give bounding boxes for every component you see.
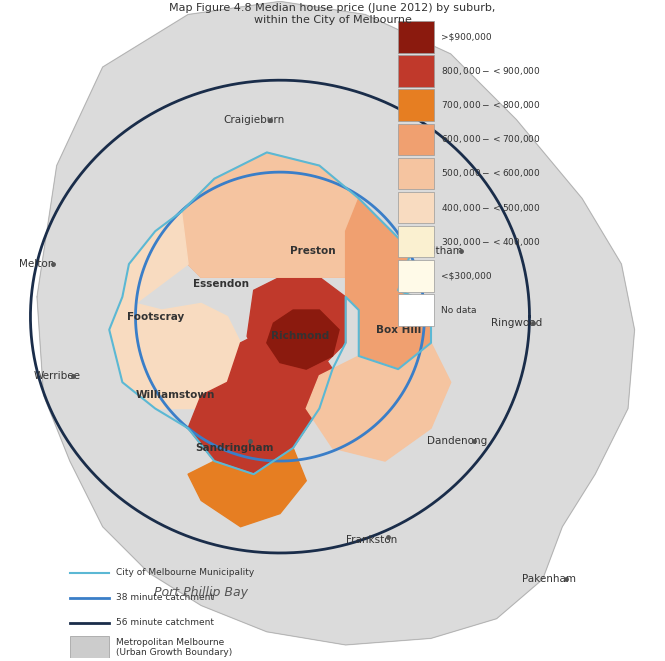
Polygon shape (267, 310, 339, 369)
Text: Frankston: Frankston (346, 535, 398, 545)
Polygon shape (188, 448, 307, 527)
Polygon shape (188, 218, 346, 277)
Polygon shape (358, 290, 431, 369)
FancyBboxPatch shape (398, 56, 434, 87)
Text: Richmond: Richmond (271, 331, 329, 341)
Text: Port Phillip Bay: Port Phillip Bay (154, 586, 248, 599)
Text: Williamstown: Williamstown (135, 391, 215, 401)
Text: Pakenham: Pakenham (522, 574, 576, 584)
Text: Ringwood: Ringwood (491, 318, 542, 328)
Text: Map Figure 4.8 Median house price (June 2012) by suburb,
within the City of Melb: Map Figure 4.8 Median house price (June … (170, 3, 495, 25)
Text: Box Hill: Box Hill (376, 325, 421, 334)
Text: Dandenong: Dandenong (427, 436, 487, 446)
Text: Melton: Melton (19, 259, 55, 269)
Text: Metropolitan Melbourne
(Urban Growth Boundary): Metropolitan Melbourne (Urban Growth Bou… (116, 638, 232, 657)
Text: City of Melbourne Municipality: City of Melbourne Municipality (116, 568, 254, 577)
Text: 38 minute catchment: 38 minute catchment (116, 593, 214, 602)
Text: $500,000 - <$600,000: $500,000 - <$600,000 (441, 167, 541, 179)
Text: No data: No data (441, 305, 476, 315)
Text: $600,000 - <$700,000: $600,000 - <$700,000 (441, 134, 541, 145)
Polygon shape (182, 153, 365, 277)
Text: $300,000 - <$400,000: $300,000 - <$400,000 (441, 236, 541, 248)
Polygon shape (188, 330, 332, 474)
FancyBboxPatch shape (398, 260, 434, 292)
FancyBboxPatch shape (398, 158, 434, 189)
Text: Eltham: Eltham (426, 246, 463, 256)
FancyBboxPatch shape (398, 192, 434, 223)
Text: $700,000 - <$800,000: $700,000 - <$800,000 (441, 99, 541, 111)
Text: 56 minute catchment: 56 minute catchment (116, 618, 214, 627)
Text: $800,000 - <$900,000: $800,000 - <$900,000 (441, 65, 541, 77)
Text: $400,000 - <$500,000: $400,000 - <$500,000 (441, 202, 541, 214)
Polygon shape (247, 277, 346, 375)
Text: <$300,000: <$300,000 (441, 272, 491, 280)
Polygon shape (346, 198, 431, 369)
Text: Werribee: Werribee (33, 371, 80, 381)
Polygon shape (307, 343, 451, 461)
Text: Preston: Preston (290, 246, 336, 256)
Polygon shape (109, 297, 241, 408)
Text: >$900,000: >$900,000 (441, 32, 491, 42)
Text: Footscray: Footscray (126, 311, 184, 322)
FancyBboxPatch shape (398, 226, 434, 258)
Text: Essendon: Essendon (193, 279, 249, 289)
FancyBboxPatch shape (398, 294, 434, 326)
FancyBboxPatch shape (398, 89, 434, 121)
Text: Craigieburn: Craigieburn (223, 114, 285, 124)
Polygon shape (37, 1, 634, 645)
Text: Sandringham: Sandringham (195, 443, 273, 453)
FancyBboxPatch shape (70, 636, 109, 661)
FancyBboxPatch shape (398, 124, 434, 155)
Polygon shape (122, 212, 188, 303)
FancyBboxPatch shape (398, 21, 434, 53)
